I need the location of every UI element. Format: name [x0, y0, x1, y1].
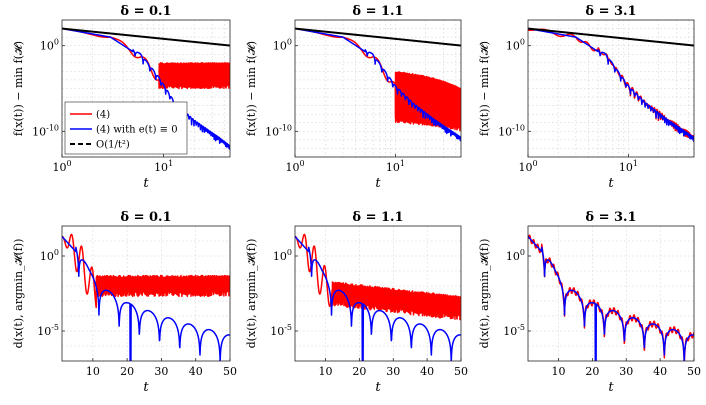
subplot-2: 100 101 100 10-10 δ = 1.1 t f(x(t)) − min f(𝓗) [245, 4, 462, 191]
legend-label: O(1/t²) [96, 140, 130, 151]
y-tick-label: 10-5 [37, 323, 59, 338]
chart-title: δ = 1.1 [352, 4, 403, 19]
y-tick-label: 10-10 [498, 123, 525, 138]
x-tick-label: 40 [653, 365, 667, 378]
y-axis-label: d(x(t), argmin_𝓗(f)) [478, 239, 491, 349]
x-tick-label: 20 [352, 365, 366, 378]
series-line-2 [295, 235, 461, 361]
chart-title: δ = 0.1 [120, 210, 171, 225]
series-group [528, 234, 694, 361]
x-tick-label: 100 [285, 159, 304, 174]
series-group [295, 233, 461, 361]
legend-box [64, 101, 188, 155]
x-axis-label: t [375, 176, 381, 191]
series-line-2 [528, 27, 694, 142]
legend-label: (4) [96, 110, 110, 121]
y-axis-label: d(x(t), argmin_𝓗(f)) [245, 239, 258, 349]
plot-area [528, 226, 694, 361]
y-tick-label: 100 [273, 248, 292, 263]
x-tick-label: 10 [551, 365, 565, 378]
series-line-2 [528, 235, 694, 361]
series-group [62, 233, 230, 361]
y-tick-label: 10-10 [32, 123, 59, 138]
series-line-1 [295, 233, 461, 321]
x-tick-label: 100 [52, 159, 71, 174]
y-axis-label: d(x(t), argmin_𝓗(f)) [12, 239, 25, 349]
x-tick-label: 100 [518, 159, 537, 174]
subplot-1: 100 101 100 10-10 δ = 0.1 t f(x(t)) − min f(𝓗)… [12, 4, 231, 191]
x-axis-label: t [375, 380, 381, 395]
x-tick-label: 30 [154, 365, 168, 378]
series-line-2 [62, 235, 230, 361]
x-axis-label: t [143, 176, 149, 191]
chart-title: δ = 3.1 [585, 210, 636, 225]
x-tick-label: 101 [154, 159, 173, 174]
subplot-3: 100 101 100 10-10 δ = 3.1 t f(x(t)) − min f(𝓗) [478, 4, 695, 191]
x-tick-label: 10 [318, 365, 332, 378]
x-tick-label: 20 [585, 365, 599, 378]
x-tick-label: 40 [189, 365, 203, 378]
chart-title: δ = 1.1 [352, 210, 403, 225]
series-line-2 [62, 27, 230, 151]
series-line-2 [295, 27, 461, 142]
x-tick-label: 30 [386, 365, 400, 378]
legend-label: (4) with e(t) ≡ 0 [96, 125, 178, 136]
x-tick-label: 101 [386, 159, 405, 174]
x-tick-label: 10 [86, 365, 100, 378]
axes-frame [61, 225, 231, 362]
series-group [62, 27, 230, 151]
y-axis-label: f(x(t)) − min f(𝓗) [245, 41, 258, 136]
axes-frame [294, 19, 462, 158]
x-tick-label: 101 [619, 159, 638, 174]
y-tick-label: 10-10 [265, 123, 292, 138]
y-tick-label: 100 [506, 38, 525, 53]
x-axis-label: t [608, 176, 614, 191]
y-tick-label: 100 [273, 38, 292, 53]
x-tick-label: 20 [120, 365, 134, 378]
chart-title: δ = 3.1 [585, 4, 636, 19]
axes-frame [61, 19, 231, 158]
legend: (4) (4) with e(t) ≡ 0 O(1/t²) [64, 101, 188, 155]
x-axis-label: t [143, 380, 149, 395]
y-tick-label: 10-5 [503, 323, 525, 338]
series-group [528, 27, 694, 143]
series-line-3 [62, 27, 230, 47]
x-tick-label: 30 [619, 365, 633, 378]
subplot-4: 10 20 30 40 50 100 10-5 δ = 0.1 t d(x(t), argmin_… [12, 210, 237, 395]
y-axis-label: f(x(t)) − min f(𝓗) [478, 41, 491, 136]
axes-frame [527, 225, 695, 362]
x-axis-label: t [608, 380, 614, 395]
axes-frame [527, 19, 695, 158]
x-tick-label: 50 [454, 365, 468, 378]
y-axis-label: f(x(t)) − min f(𝓗) [12, 41, 25, 136]
y-tick-label: 10-5 [270, 323, 292, 338]
y-tick-label: 100 [40, 248, 59, 263]
subplot-6: 10 20 30 40 50 100 10-5 δ = 3.1 t d(x(t), argmin_… [478, 210, 701, 395]
axes-frame [294, 225, 462, 362]
chart-title: δ = 0.1 [120, 4, 171, 19]
x-tick-label: 50 [687, 365, 701, 378]
series-group [295, 27, 461, 142]
series-line-3 [295, 27, 461, 47]
series-line-1 [62, 233, 230, 309]
x-tick-label: 50 [223, 365, 237, 378]
x-tick-label: 40 [420, 365, 434, 378]
grid [528, 19, 694, 158]
subplot-5: 10 20 30 40 50 100 10-5 δ = 1.1 t d(x(t), argmin_… [245, 210, 468, 395]
y-tick-label: 100 [506, 248, 525, 263]
y-tick-label: 100 [40, 38, 59, 53]
series-line-3 [528, 27, 694, 47]
